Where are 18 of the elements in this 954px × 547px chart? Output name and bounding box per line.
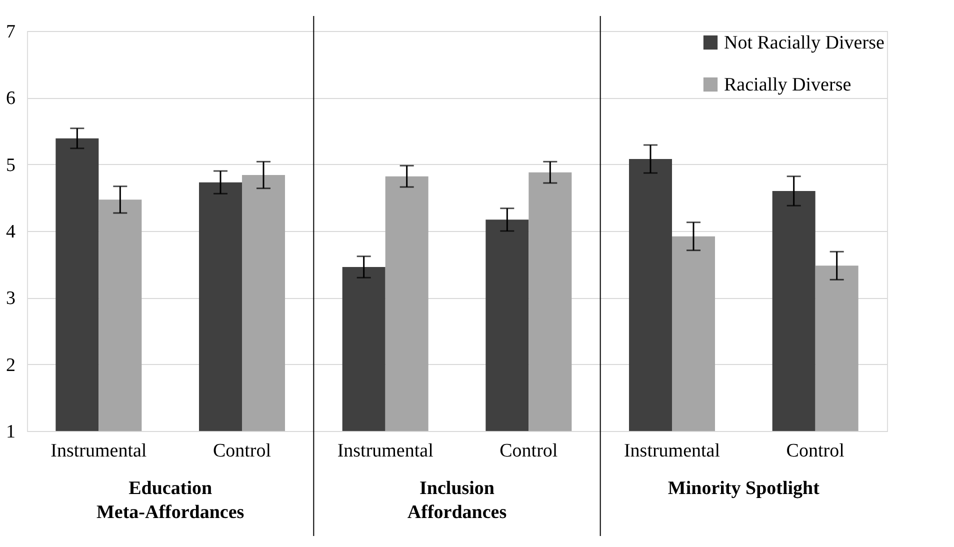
text: Education Meta-Affordances [96,478,244,523]
x-tick-label: Instrumental [337,440,434,462]
x-tick-label: Control [500,440,558,462]
y-tick-label: 2 [6,354,16,376]
x-tick-label: Instrumental [624,440,720,462]
y-tick-label: 3 [6,288,16,310]
y-tick-label: 7 [6,22,16,42]
text: Minority Spotlight [668,478,820,499]
x-tick-label: Control [786,440,844,462]
legend-label: Not Racially Diverse [724,32,884,54]
y-tick-label: 1 [6,422,16,442]
legend-label: Racially Diverse [724,74,852,96]
y-tick-label: 5 [6,154,16,176]
text: Inclusion Affordances [407,478,507,523]
x-tick-label: Control [212,440,272,462]
y-tick-label: 6 [6,88,16,110]
y-tick-label: 4 [6,222,16,242]
x-tick-label: Instrumental [50,440,147,462]
